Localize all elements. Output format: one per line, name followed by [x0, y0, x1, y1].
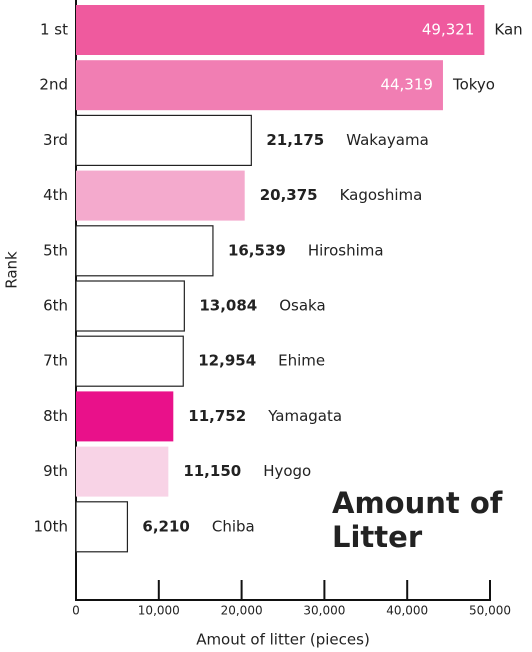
value-label: 11,752	[188, 407, 246, 425]
bar	[75, 335, 184, 387]
y-tick-label: 8th	[43, 407, 68, 425]
value-label: 44,319	[380, 76, 433, 94]
y-tick-label: 10th	[34, 517, 68, 535]
y-tick-label: 9th	[43, 462, 68, 480]
y-tick-label: 6th	[43, 297, 68, 315]
x-axis-title: Amout of litter (pieces)	[196, 631, 370, 649]
y-tick-label: 2nd	[39, 76, 68, 94]
value-label: 21,175	[266, 131, 324, 149]
annotation: Amount of Litter	[332, 486, 503, 554]
bar	[75, 225, 214, 277]
bar-name: Hiroshima	[308, 241, 384, 259]
bar-name: Osaka	[279, 297, 325, 315]
bar-name: Hyogo	[263, 462, 311, 480]
x-tick-label: 40,000	[386, 604, 428, 618]
y-tick-label: 3rd	[43, 131, 68, 149]
y-axis-title: Rank	[3, 251, 21, 289]
value-label: 12,954	[198, 352, 256, 370]
value-label: 13,084	[199, 297, 257, 315]
y-tick-label: 4th	[43, 186, 68, 204]
x-tick-label: 30,000	[303, 604, 345, 618]
bar	[75, 280, 185, 332]
bar-name: Ehime	[278, 352, 325, 370]
y-tick-label: 7th	[43, 352, 68, 370]
x-tick-label: 0	[72, 604, 80, 618]
bar	[76, 170, 245, 221]
bar-name: Tokyo	[452, 76, 495, 94]
bar	[75, 501, 129, 553]
bar-name: Kan	[494, 21, 522, 39]
bar	[76, 391, 174, 442]
bar	[75, 114, 252, 167]
bar	[76, 5, 485, 55]
bar-name: Kagoshima	[340, 186, 423, 204]
x-tick-label: 10,000	[138, 604, 180, 618]
bar	[76, 60, 443, 111]
bar	[76, 446, 169, 497]
value-label: 11,150	[183, 462, 241, 480]
x-tick-label: 20,000	[221, 604, 263, 618]
value-label: 16,539	[228, 241, 286, 259]
bar-name: Wakayama	[346, 131, 429, 149]
bar-name: Chiba	[212, 517, 255, 535]
bar-name: Yamagata	[267, 407, 342, 425]
value-label: 20,375	[260, 186, 318, 204]
y-tick-label: 5th	[43, 241, 68, 259]
x-tick-label: 50,000	[469, 604, 511, 618]
value-label: 49,321	[422, 21, 475, 39]
y-tick-label: 1 st	[40, 21, 68, 39]
value-label: 6,210	[142, 517, 189, 535]
